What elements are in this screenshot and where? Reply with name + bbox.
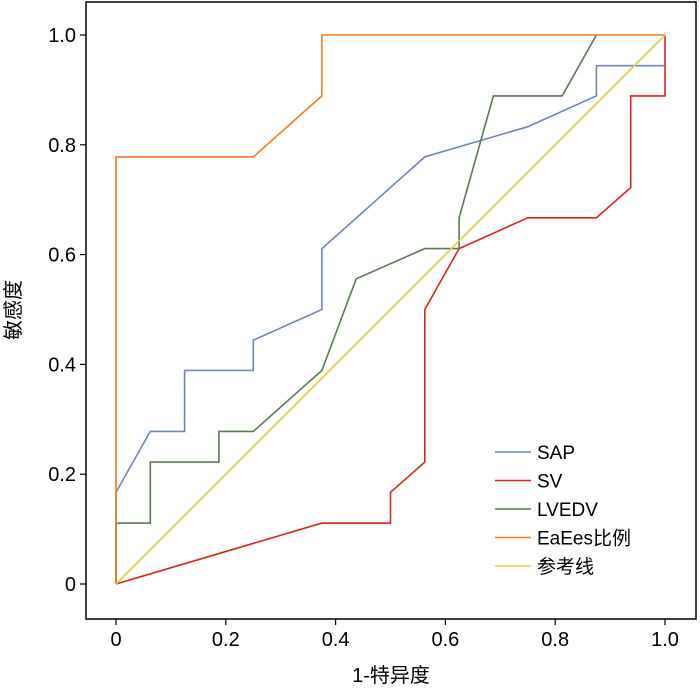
series-line-3 — [115, 34, 665, 584]
legend-label: LVEDV — [537, 500, 598, 521]
plot-area-frame — [85, 1, 697, 620]
y-tick-label: 0.8 — [48, 135, 76, 157]
y-axis-ticks: 0 0.2 0.4 0.6 0.8 1.0 — [48, 25, 86, 596]
y-tick-label: 0.6 — [48, 245, 76, 267]
x-tick-label: 0.6 — [431, 629, 459, 651]
x-tick-label: 0 — [110, 629, 121, 651]
y-axis-label: 敏感度 — [2, 280, 25, 340]
series-layer — [115, 34, 666, 585]
legend-label: 参考线 — [537, 556, 594, 578]
x-tick-label: 0.4 — [322, 629, 350, 651]
x-axis-ticks: 0 0.2 0.4 0.6 0.8 1.0 — [110, 619, 679, 651]
legend-label: SAP — [537, 443, 575, 464]
legend-label: SV — [537, 472, 563, 493]
x-tick-label: 0.8 — [541, 629, 569, 651]
y-tick-label: 1.0 — [48, 25, 76, 47]
legend-label: EaEes比例 — [537, 528, 631, 550]
series-line-4 — [115, 34, 666, 585]
series-line-0 — [115, 64, 665, 584]
y-tick-label: 0.4 — [48, 354, 76, 376]
series-line-2 — [115, 34, 598, 584]
y-tick-label: 0 — [65, 574, 76, 596]
x-tick-label: 1.0 — [651, 629, 679, 651]
x-tick-label: 0.2 — [212, 629, 240, 651]
x-axis-label: 1-特异度 — [352, 664, 430, 687]
y-tick-label: 0.2 — [48, 464, 76, 486]
